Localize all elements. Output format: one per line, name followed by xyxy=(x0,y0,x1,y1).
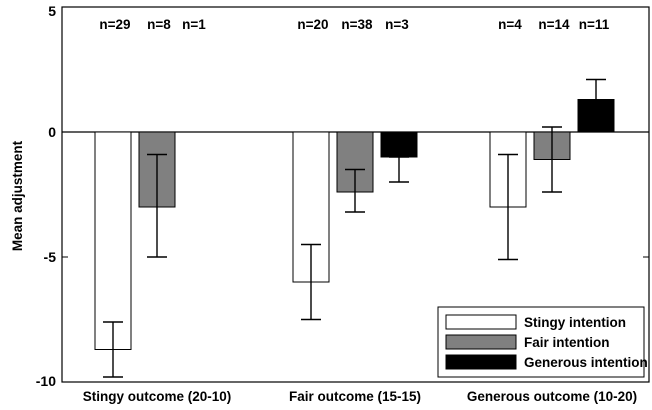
legend-swatch xyxy=(445,314,517,330)
n-label: n=8 xyxy=(147,17,171,32)
legend-swatch xyxy=(445,354,517,370)
n-label: n=3 xyxy=(385,17,409,32)
n-label: n=38 xyxy=(341,17,373,32)
n-label: n=11 xyxy=(579,17,610,32)
n-label: n=1 xyxy=(182,17,206,32)
y-tick-label: 0 xyxy=(48,124,56,140)
bar-stingy-intention xyxy=(94,131,132,350)
y-tick-label: -10 xyxy=(36,373,56,389)
n-label: n=14 xyxy=(538,17,570,32)
legend-entry: Stingy intention xyxy=(524,315,626,330)
x-category-label: Fair outcome (15-15) xyxy=(289,389,421,404)
legend-entry: Fair intention xyxy=(524,335,610,350)
n-label: n=20 xyxy=(297,17,328,32)
y-tick-label: 5 xyxy=(48,3,56,19)
legend-entry: Generous intention xyxy=(524,355,648,370)
legend-swatch xyxy=(445,334,517,350)
n-label: n=4 xyxy=(498,17,522,32)
x-category-label: Stingy outcome (20-10) xyxy=(83,389,232,404)
legend: Stingy intention Fair intention Generous i… xyxy=(437,306,648,378)
y-axis-label: Mean adjustment xyxy=(10,140,25,251)
n-label: n=29 xyxy=(99,17,130,32)
bar-generous-intention xyxy=(380,131,418,158)
x-category-label: Generous outcome (10-20) xyxy=(467,389,637,404)
y-tick-label: -5 xyxy=(44,249,57,265)
